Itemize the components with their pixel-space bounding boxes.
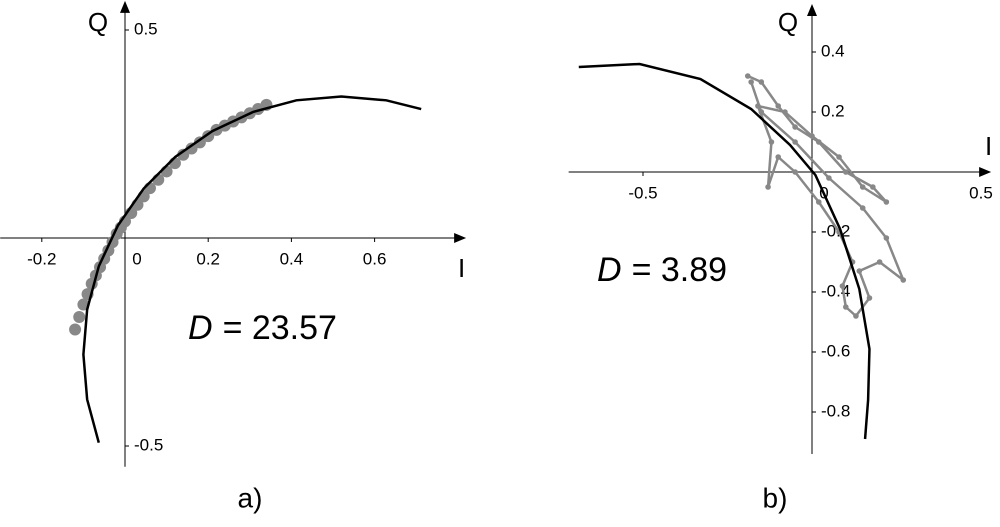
x-tick-label: 0	[132, 249, 141, 268]
sample-point	[876, 259, 883, 265]
x-tick-label: -0.2	[27, 249, 56, 268]
sample-point	[775, 103, 781, 109]
y-axis-label: Q	[778, 7, 798, 37]
y-tick-label: 0.5	[134, 19, 158, 38]
sample-point	[792, 139, 798, 145]
sample-point	[826, 175, 832, 181]
sample-point	[859, 205, 866, 211]
y-axis-arrow	[807, 4, 817, 16]
x-tick-label: 0.2	[196, 249, 220, 268]
x-tick-label: 0.6	[363, 249, 387, 268]
x-axis-arrow	[979, 167, 992, 177]
y-tick-label: -0.6	[821, 341, 850, 360]
x-axis-arrow	[454, 233, 467, 243]
y-tick-label: -0.4	[821, 281, 850, 300]
sample-point	[815, 199, 822, 205]
y-tick-label: -0.5	[134, 435, 163, 454]
sample-point	[73, 311, 86, 324]
sample-point	[185, 142, 198, 155]
sample-point	[853, 313, 859, 319]
x-axis-label: I	[985, 131, 992, 161]
sample-point	[177, 148, 190, 161]
sample-point	[792, 124, 798, 130]
sample-point	[775, 154, 781, 160]
sample-point	[836, 154, 842, 160]
annotation: D = 23.57	[188, 309, 337, 347]
sample-point	[866, 295, 873, 301]
sample-point	[856, 268, 863, 274]
sample-point	[748, 79, 754, 85]
caption: a)	[238, 482, 263, 513]
fit-circle	[578, 62, 871, 440]
annotation-text: = 23.57	[223, 309, 337, 347]
annotation-symbol: D	[188, 309, 213, 347]
sample-point	[839, 283, 846, 289]
y-tick-label: 0.4	[821, 41, 845, 60]
x-axis-label: I	[458, 253, 465, 283]
fit-circle	[82, 95, 422, 443]
sample-point	[69, 323, 82, 336]
sample-point	[859, 184, 866, 190]
x-tick-label: 0.4	[280, 249, 304, 268]
sample-point	[883, 235, 890, 241]
sample-point	[815, 139, 822, 145]
sample-point	[843, 169, 849, 175]
x-tick-label: 0.5	[969, 183, 993, 202]
sample-point	[809, 133, 815, 139]
annotation-symbol: D	[597, 251, 622, 289]
y-tick-label: -0.2	[821, 221, 850, 240]
sample-point	[193, 136, 206, 149]
sample-point	[883, 199, 890, 205]
sample-point	[768, 139, 775, 145]
sample-point	[755, 103, 761, 109]
sample-point	[758, 109, 765, 115]
sample-point	[744, 73, 751, 79]
sample-point	[782, 109, 788, 115]
y-tick-label: 0.2	[821, 101, 845, 120]
y-axis-arrow	[120, 0, 130, 13]
annotation: D = 3.89	[597, 251, 727, 289]
sample-point	[758, 79, 765, 85]
sample-point	[870, 184, 876, 190]
y-tick-label: -0.8	[821, 401, 850, 420]
sample-point	[900, 277, 907, 283]
sample-point	[765, 184, 771, 190]
x-tick-label: -0.5	[628, 183, 657, 202]
sample-point	[843, 304, 849, 310]
y-axis-label: Q	[88, 7, 108, 37]
sample-point	[792, 169, 798, 175]
annotation-text: = 3.89	[632, 251, 727, 289]
caption: b)	[763, 482, 788, 513]
